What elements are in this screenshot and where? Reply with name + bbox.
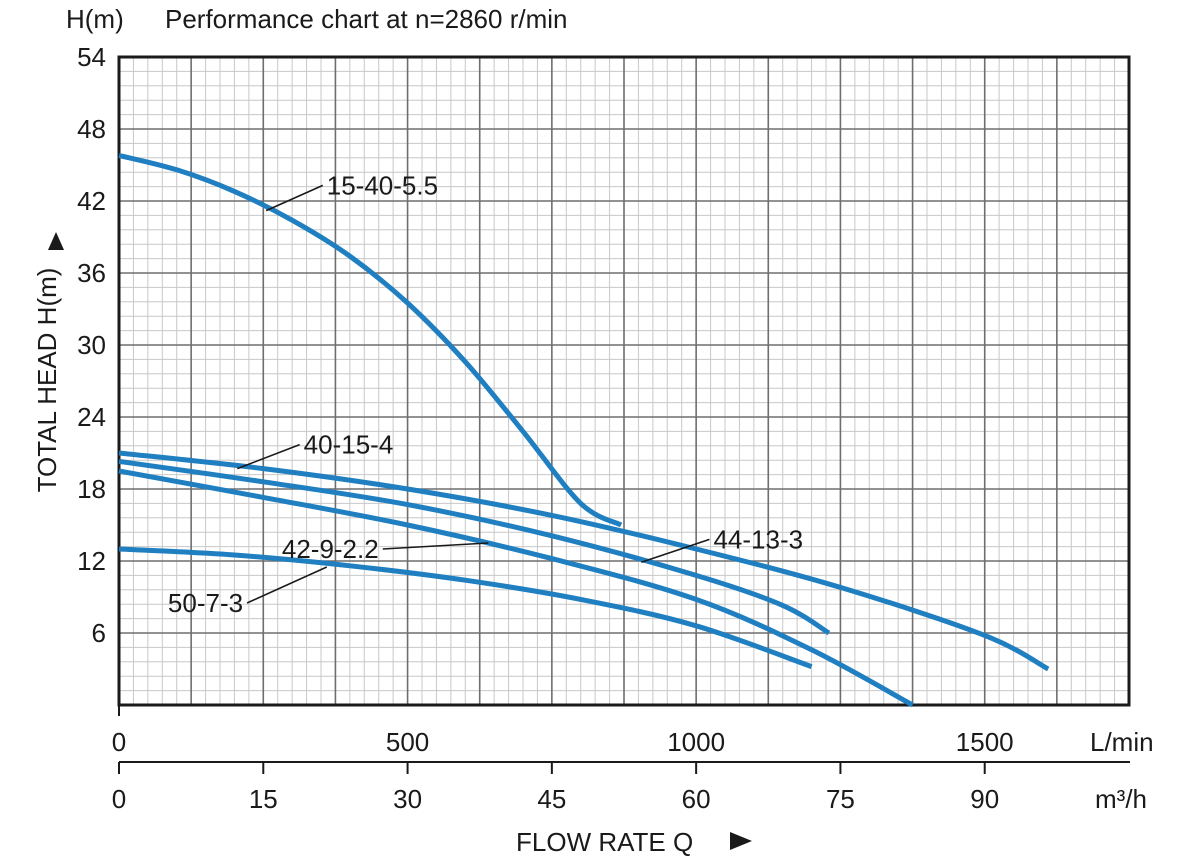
- series-line-44-13-3: [118, 458, 831, 636]
- x-tick-label-m3h: 30: [393, 784, 422, 814]
- y-tick-label: 6: [92, 618, 106, 648]
- x-tick-label-m3h: 45: [537, 784, 566, 814]
- y-tick-label: 42: [77, 186, 106, 216]
- series-line-15-40-5.5: [118, 152, 623, 528]
- x-tick-label-m3h: 90: [970, 784, 999, 814]
- y-axis-label: TOTAL HEAD H(m): [32, 268, 62, 493]
- y-axis-arrow-icon: [48, 232, 64, 250]
- x-tick-label-m3h: 0: [112, 784, 126, 814]
- x-unit-lmin: L/min: [1090, 727, 1154, 757]
- x-tick-label-lmin: 1500: [956, 727, 1014, 757]
- x-axis-ticks-lmin: 0 500 1000 1500: [112, 727, 1014, 757]
- series-layer: [118, 152, 1050, 708]
- series-label-50-7-3: 50-7-3: [168, 588, 243, 618]
- leader-line-40-15-4: [237, 443, 300, 470]
- series-label-15-40-5.5: 15-40-5.5: [327, 170, 438, 200]
- y-tick-label: 18: [77, 474, 106, 504]
- leader-line-15-40-5.5: [265, 184, 324, 212]
- y-tick-label: 54: [77, 42, 106, 72]
- x-axis-arrow-icon: [730, 832, 752, 850]
- x-axis-ticks-m3h: 0 15 30 45 60 75 90: [112, 762, 999, 814]
- chart-title: Performance chart at n=2860 r/min: [165, 4, 567, 34]
- x-tick-label-lmin: 0: [112, 727, 126, 757]
- y-unit-label: H(m): [66, 4, 124, 34]
- plot-frame: [117, 55, 1131, 707]
- series-label-40-15-4: 40-15-4: [304, 430, 394, 460]
- x-axis-label: FLOW RATE Q: [516, 827, 693, 857]
- y-tick-label: 48: [77, 114, 106, 144]
- x-tick-label-lmin: 500: [386, 727, 429, 757]
- x-tick-label-m3h: 60: [682, 784, 711, 814]
- series-line-40-15-4: [118, 450, 1050, 672]
- series-line-50-7-3: [118, 546, 813, 669]
- x-tick-label-lmin: 1000: [667, 727, 725, 757]
- series-label-42-9-2.2: 42-9-2.2: [282, 534, 379, 564]
- annotation-layer: 15-40-5.5 40-15-4 44-13-3 42-9-2.2 50-7-3: [168, 170, 803, 618]
- leader-line-44-13-3: [641, 538, 710, 563]
- x-tick-label-m3h: 15: [249, 784, 278, 814]
- x-tick-label-m3h: 75: [826, 784, 855, 814]
- series-label-44-13-3: 44-13-3: [713, 524, 803, 554]
- leader-line-42-9-2.2: [382, 542, 489, 550]
- y-tick-label: 30: [77, 330, 106, 360]
- series-line-42-9-2.2: [118, 468, 914, 708]
- x-unit-m3h: m³/h: [1095, 784, 1147, 814]
- y-tick-label: 12: [77, 546, 106, 576]
- y-axis-ticks: 6 12 18 24 30 36 42 48 54: [77, 42, 106, 648]
- y-tick-label: 24: [77, 402, 106, 432]
- leader-line-50-7-3: [246, 566, 328, 604]
- y-tick-label: 36: [77, 258, 106, 288]
